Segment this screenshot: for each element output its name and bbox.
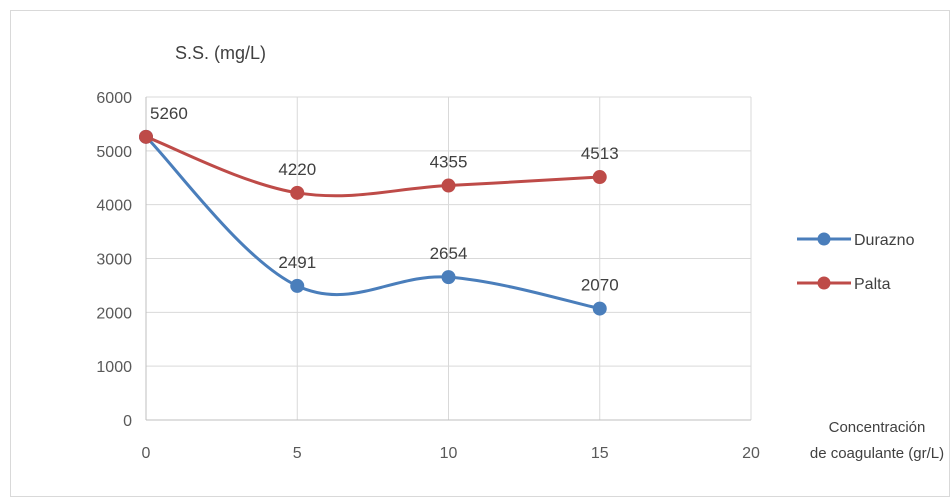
legend-label-palta: Palta	[854, 276, 891, 293]
legend-marker-palta	[817, 276, 831, 290]
y-tick-label: 4000	[96, 198, 132, 215]
y-tick-label: 0	[123, 413, 132, 430]
axes: 0 1000 2000 3000 4000 5000 6000 0 5 10 15 20	[96, 90, 760, 462]
data-label-palta: 5260	[150, 104, 188, 123]
data-point-durazno	[290, 278, 305, 293]
data-label-durazno: 2070	[581, 276, 619, 295]
data-point-palta	[592, 170, 607, 185]
data-labels: 2491 2654 2070 5260 4220 4355 4513	[150, 104, 619, 295]
y-axis-title: S.S. (mg/L)	[175, 43, 266, 63]
x-axis-title-line1: Concentración	[829, 419, 926, 436]
chart-frame	[10, 10, 950, 497]
y-tick-label: 1000	[96, 359, 132, 376]
legend: Durazno Palta	[797, 232, 915, 293]
y-tick-label: 2000	[96, 305, 132, 322]
series-lines	[144, 135, 601, 311]
x-tick-label: 10	[440, 445, 458, 462]
data-point-palta	[139, 129, 153, 144]
y-tick-label: 6000	[96, 90, 132, 107]
x-tick-label: 0	[142, 445, 151, 462]
data-point-palta	[441, 178, 456, 193]
legend-marker-durazno	[817, 232, 831, 246]
series-line-palta	[145, 135, 600, 198]
legend-label-durazno: Durazno	[854, 232, 915, 249]
y-tick-label: 5000	[96, 144, 132, 161]
data-label-palta: 4513	[581, 144, 619, 163]
series-points	[139, 129, 607, 316]
data-point-palta	[290, 185, 305, 200]
data-label-durazno: 2491	[278, 253, 316, 272]
x-tick-label: 15	[591, 445, 609, 462]
data-point-durazno	[592, 301, 607, 316]
grid-lines	[146, 96, 752, 420]
x-tick-label: 5	[293, 445, 302, 462]
data-point-durazno	[441, 270, 456, 285]
data-label-palta: 4220	[278, 160, 316, 179]
x-tick-label: 20	[742, 445, 760, 462]
y-tick-label: 3000	[96, 252, 132, 269]
series-line-durazno	[144, 135, 601, 311]
x-axis-title-line2: de coagulante (gr/L)	[810, 445, 944, 462]
data-label-palta: 4355	[430, 153, 468, 172]
data-label-durazno: 2654	[430, 244, 468, 263]
